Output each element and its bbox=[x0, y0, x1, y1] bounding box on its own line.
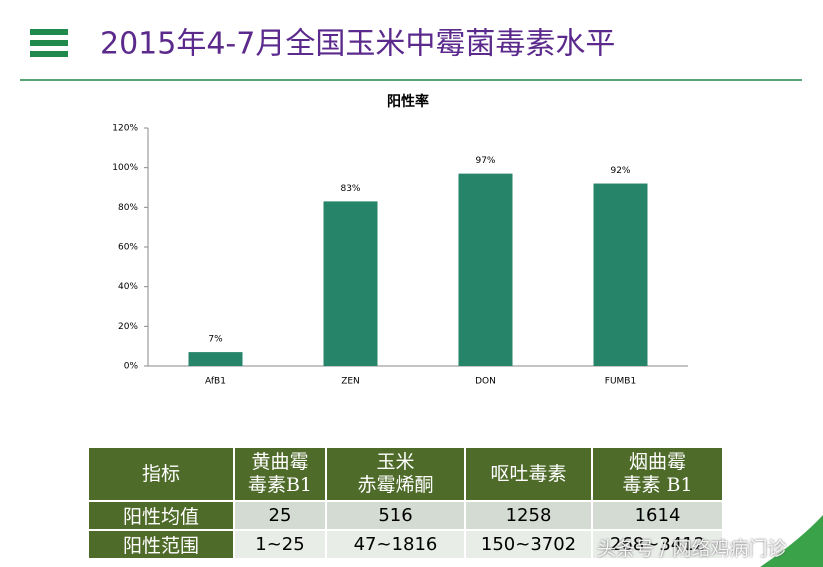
y-tick-label: 20% bbox=[118, 322, 138, 332]
bar bbox=[593, 183, 648, 366]
data-table: 指标 黄曲霉 毒素B1 玉米 赤霉烯酮 呕吐毒素 烟曲霉 毒素 B1 阳性均值 … bbox=[87, 446, 724, 560]
menu-icon bbox=[30, 29, 68, 57]
y-tick-label: 100% bbox=[112, 163, 138, 173]
bar bbox=[323, 201, 378, 366]
cell: 47~1816 bbox=[325, 529, 466, 560]
watermark: 头条号 / 网络鸡病门诊 bbox=[597, 538, 787, 560]
row-label: 阳性均值 bbox=[87, 500, 235, 531]
cell: 1~25 bbox=[233, 529, 327, 560]
bar bbox=[188, 352, 243, 366]
x-tick-label: AfB1 bbox=[205, 377, 226, 387]
value-label: 97% bbox=[475, 156, 495, 166]
header-cell: 指标 bbox=[87, 446, 235, 502]
chart-title: 阳性率 bbox=[387, 93, 429, 110]
cell: 25 bbox=[233, 500, 327, 531]
value-label: 7% bbox=[208, 335, 223, 345]
value-label: 83% bbox=[340, 184, 360, 194]
corner-swoosh bbox=[760, 515, 823, 567]
cell: 1614 bbox=[591, 500, 724, 531]
row-label: 阳性范围 bbox=[87, 529, 235, 560]
y-tick-label: 60% bbox=[118, 243, 138, 253]
table-row: 阳性均值 25 516 1258 1614 bbox=[87, 500, 724, 531]
header-cell: 黄曲霉 毒素B1 bbox=[233, 446, 327, 502]
header-cell: 烟曲霉 毒素 B1 bbox=[591, 446, 724, 502]
cell: 516 bbox=[325, 500, 466, 531]
cell: 1258 bbox=[464, 500, 593, 531]
table-header: 指标 黄曲霉 毒素B1 玉米 赤霉烯酮 呕吐毒素 烟曲霉 毒素 B1 bbox=[87, 446, 724, 502]
cell: 150~3702 bbox=[464, 529, 593, 560]
value-label: 92% bbox=[610, 166, 630, 176]
x-tick-label: FUMB1 bbox=[605, 377, 636, 387]
table-row: 阳性范围 1~25 47~1816 150~3702 268~3412 bbox=[87, 529, 724, 560]
slide-title: 2015年4-7月全国玉米中霉菌毒素水平 bbox=[100, 27, 615, 62]
header-cell: 玉米 赤霉烯酮 bbox=[325, 446, 466, 502]
x-tick-label: DON bbox=[475, 377, 496, 387]
header-cell: 呕吐毒素 bbox=[464, 446, 593, 502]
y-tick-label: 120% bbox=[112, 124, 138, 134]
cell: 268~3412 bbox=[591, 529, 724, 560]
y-tick-label: 80% bbox=[118, 203, 138, 213]
y-tick-label: 0% bbox=[124, 362, 139, 372]
y-tick-label: 40% bbox=[118, 282, 138, 292]
x-tick-label: ZEN bbox=[341, 377, 360, 387]
bar bbox=[458, 173, 513, 366]
